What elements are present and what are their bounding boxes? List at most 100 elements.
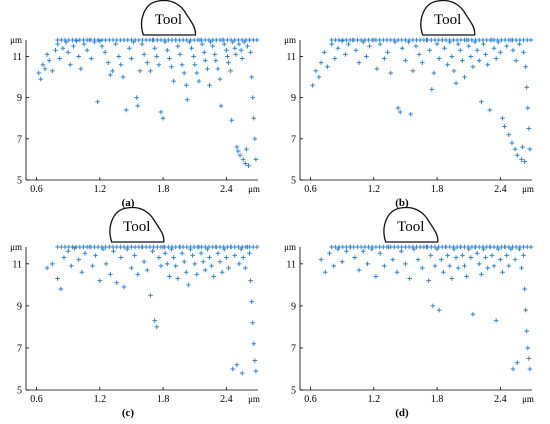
x-unit-label: μm [248,184,260,194]
data-point [487,107,493,113]
data-point [523,307,528,313]
data-point [248,50,253,55]
data-point [82,251,88,256]
data-point [135,272,141,277]
data-point [202,267,208,273]
data-point [236,261,242,267]
data-point [211,274,217,279]
data-point [397,109,403,115]
data-point [60,45,66,51]
data-point [442,45,447,51]
data-point [485,62,491,68]
data-point [232,45,238,51]
data-point [162,251,168,256]
data-point [191,54,196,59]
y-tick-label: 7 [17,134,22,145]
data-point [181,70,187,76]
data-point [105,60,111,65]
data-point [321,50,327,55]
data-point [253,368,259,374]
x-tick-label: 1.8 [431,184,444,195]
data-point [179,62,185,68]
data-point [520,144,525,150]
data-point [525,345,531,351]
data-point [251,341,257,347]
data-point [199,41,205,47]
data-point [240,157,246,162]
data-point [134,95,140,100]
data-point [38,76,44,82]
data-point [219,269,225,275]
data-point [210,43,215,49]
data-point [426,278,431,283]
data-point [385,50,390,55]
data-point [483,255,488,260]
data-point [415,257,421,262]
data-point [447,263,453,269]
data-point [249,74,254,80]
data-point [313,68,319,74]
data-point [167,274,172,279]
data-point [230,366,235,372]
data-point [154,54,160,59]
data-point [156,255,162,260]
tool-icon: Tool [420,0,476,36]
y-tick-label: 7 [291,343,296,354]
data-point [55,41,60,47]
data-point [356,267,362,273]
data-point [123,107,129,113]
data-point [248,278,253,283]
x-tick-label: 1.8 [431,394,444,405]
data-point [177,52,183,57]
data-point [430,303,436,309]
data-point [251,115,257,121]
data-point [118,62,124,68]
data-point [103,261,109,267]
surface-edge-point [528,244,534,250]
data-point [198,251,204,256]
data-point [526,126,532,131]
data-point [457,47,463,53]
data-point [232,253,238,258]
data-point [179,251,185,256]
data-point [175,43,181,49]
data-point [436,56,442,61]
data-point [183,82,189,88]
data-point [374,66,380,72]
data-point [212,52,218,57]
data-point [395,105,401,111]
y-tick-label: 5 [17,176,22,187]
data-point [93,253,98,258]
data-point [428,253,434,258]
data-point [445,253,450,258]
data-point [250,95,256,100]
data-point [483,52,488,57]
data-point [173,263,179,269]
data-point [500,115,505,121]
data-point [67,62,73,68]
data-point [382,263,387,269]
data-point [121,284,127,290]
y-unit-label: μm [284,242,296,252]
data-point [202,58,208,63]
data-point [192,261,198,267]
data-point [108,72,113,78]
data-point [217,76,223,82]
data-point [369,246,375,252]
x-tick-label: 0.6 [30,184,43,195]
data-point [406,39,411,45]
data-point [455,265,461,271]
data-point [356,60,362,65]
data-point [95,99,101,105]
data-point [343,52,348,57]
data-point [332,56,338,61]
y-tick-label: 9 [17,93,22,104]
data-point [410,68,416,74]
data-point [79,269,85,275]
tool-label: Tool [434,12,461,28]
data-point [394,269,400,275]
tool-outline [109,206,165,243]
data-point [152,318,157,323]
data-point [69,263,74,269]
